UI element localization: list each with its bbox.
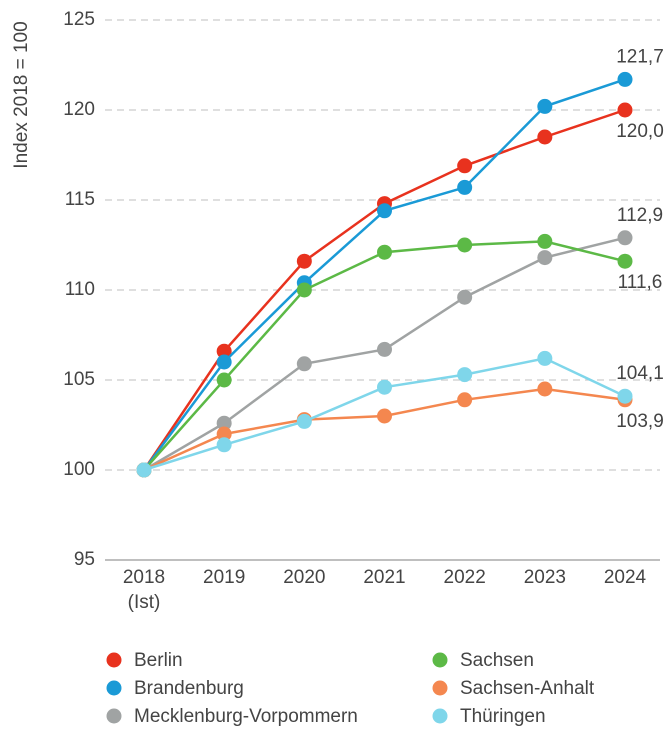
- data-point: [457, 367, 473, 383]
- data-point: [377, 203, 392, 219]
- y-tick-label: 125: [63, 9, 95, 30]
- y-tick-label: 100: [63, 459, 95, 480]
- data-point: [457, 289, 473, 305]
- x-tick-label: 2023: [524, 567, 566, 588]
- y-tick-label: 110: [65, 279, 95, 300]
- data-point: [457, 158, 473, 174]
- data-point: [296, 253, 312, 269]
- legend-marker: [432, 680, 448, 696]
- data-point: [136, 462, 152, 478]
- x-tick-label: 2024: [604, 567, 647, 588]
- data-label: 121,7: [616, 46, 664, 67]
- data-point: [537, 381, 553, 397]
- x-tick-label: 2018 (Ist): [123, 567, 165, 613]
- data-point: [537, 250, 553, 266]
- y-tick-label: 115: [65, 189, 95, 210]
- data-point: [617, 71, 633, 87]
- data-point: [377, 379, 392, 395]
- legend-label: Mecklenburg-Vorpommern: [134, 706, 358, 727]
- x-tick-label: 2019: [203, 567, 245, 588]
- data-point: [537, 98, 553, 114]
- legend-marker: [106, 680, 122, 696]
- data-point: [457, 237, 473, 253]
- data-point: [216, 354, 232, 370]
- data-point: [617, 253, 633, 269]
- data-point: [296, 413, 312, 429]
- data-point: [216, 343, 232, 359]
- data-point: [216, 426, 232, 442]
- data-point: [216, 372, 232, 388]
- data-point: [617, 388, 633, 404]
- legend-label: Brandenburg: [134, 678, 244, 699]
- data-label: 103,9: [616, 411, 664, 432]
- legend-label: Sachsen: [460, 650, 534, 671]
- data-point: [377, 408, 392, 424]
- legend-marker: [432, 652, 448, 668]
- data-point: [537, 129, 553, 145]
- y-tick-label: 105: [63, 369, 95, 390]
- data-point: [377, 244, 392, 260]
- data-point: [216, 415, 232, 431]
- y-axis-label: Index 2018 = 100: [11, 21, 32, 168]
- legend-label: Thüringen: [460, 706, 546, 727]
- data-point: [296, 282, 312, 298]
- x-tick-label: 2020: [283, 567, 325, 588]
- data-label: 120,0: [616, 121, 664, 142]
- data-point: [537, 350, 553, 366]
- x-tick-label: 2021: [363, 567, 405, 588]
- y-tick-label: 120: [63, 99, 95, 120]
- data-label: 104,1: [616, 363, 664, 384]
- data-label: 112,9: [617, 205, 663, 226]
- legend-marker: [106, 708, 122, 724]
- data-point: [377, 341, 392, 357]
- y-tick-label: 95: [74, 549, 95, 570]
- data-point: [457, 392, 473, 408]
- data-point: [537, 233, 553, 249]
- data-point: [617, 230, 633, 246]
- legend-label: Berlin: [134, 650, 183, 671]
- data-point: [457, 179, 473, 195]
- data-point: [617, 102, 633, 118]
- data-point: [216, 437, 232, 453]
- legend-label: Sachsen-Anhalt: [460, 678, 595, 699]
- data-label: 111,6: [618, 272, 663, 293]
- series-line: [143, 387, 626, 472]
- legend-marker: [432, 708, 448, 724]
- legend-marker: [106, 652, 122, 668]
- x-tick-label: 2022: [444, 567, 486, 588]
- data-point: [296, 356, 312, 372]
